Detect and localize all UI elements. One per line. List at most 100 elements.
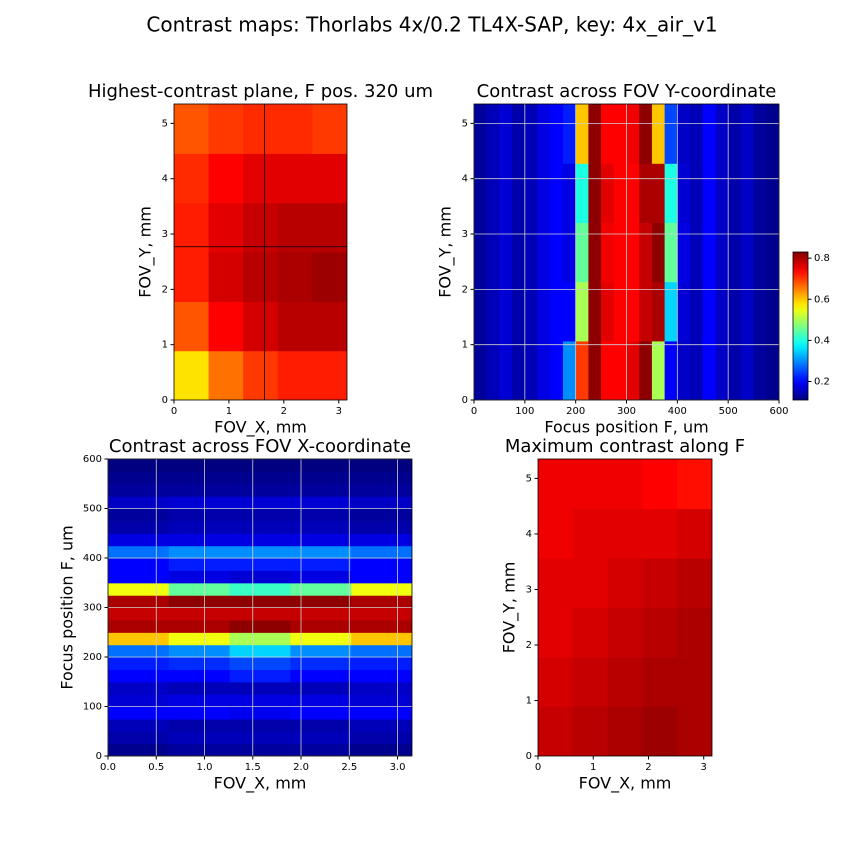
heatmap-cell <box>312 350 347 400</box>
heatmap-cell <box>575 340 589 400</box>
heatmap-cell <box>690 163 704 223</box>
heatmap-cell <box>639 222 653 283</box>
x-tick-label: 400 <box>668 406 687 417</box>
heatmap-cell <box>572 508 609 559</box>
y-tick-label: 400 <box>83 553 102 564</box>
heatmap-cell <box>168 632 231 646</box>
heatmap-cell <box>499 104 513 164</box>
heatmap-cell <box>601 163 615 223</box>
y-tick-label: 0 <box>462 395 468 406</box>
heatmap-cell <box>290 706 352 720</box>
heatmap-cell <box>626 163 640 223</box>
heatmap-cell <box>277 202 313 253</box>
heatmap-cell <box>550 222 564 283</box>
heatmap-cell <box>499 222 513 283</box>
heatmap-cell <box>572 656 609 708</box>
heatmap-cell <box>702 104 717 164</box>
heatmap-cell <box>651 281 666 342</box>
figure-title: Contrast maps: Thorlabs 4x/0.2 TL4X-SAP,… <box>146 13 717 37</box>
heatmap-cell <box>740 163 755 223</box>
heatmap-cell <box>474 163 488 223</box>
heatmap-cell <box>642 656 678 708</box>
heatmap-cell <box>290 718 352 732</box>
heatmap-cell <box>538 557 574 609</box>
heatmap-cell <box>474 340 488 400</box>
y-tick-label: 4 <box>162 174 168 185</box>
heatmap-cell <box>538 706 574 756</box>
heatmap-cell <box>690 104 704 164</box>
heatmap-cell <box>607 656 643 708</box>
heatmap-cell <box>538 607 574 658</box>
y-tick-label: 2 <box>526 640 532 651</box>
heatmap-cell <box>537 104 551 164</box>
x-tick-label: 0 <box>171 406 177 417</box>
heatmap-cell <box>728 222 742 283</box>
heatmap-cell <box>108 533 170 547</box>
heatmap-cell <box>690 222 704 283</box>
heatmap-cell <box>486 340 501 400</box>
heatmap-cell <box>351 743 412 756</box>
heatmap-cell <box>290 508 352 522</box>
heatmap-cell <box>229 607 291 621</box>
heatmap-cell <box>229 657 291 670</box>
heatmap-cell <box>351 545 412 559</box>
heatmap-cell <box>351 669 412 683</box>
heatmap-cell <box>168 459 231 472</box>
heatmap-cell <box>677 557 712 609</box>
heatmap-cell <box>639 104 653 164</box>
heatmap-cell <box>512 340 526 400</box>
y-tick-label: 0 <box>96 751 102 762</box>
heatmap-cell <box>351 471 412 485</box>
heatmap-cell <box>108 718 170 732</box>
heatmap-cell <box>538 459 574 510</box>
heatmap-cell <box>486 281 501 342</box>
x-tick-label: 3 <box>336 406 342 417</box>
heatmap-cell <box>642 508 678 559</box>
heatmap-cell <box>290 669 352 683</box>
heatmap-cell <box>607 459 643 510</box>
heatmap-cell <box>572 706 609 756</box>
heatmap-cell <box>168 545 231 559</box>
x-tick-label: 1.0 <box>197 762 213 773</box>
axes-frame <box>173 103 348 401</box>
heatmap-cell <box>715 340 729 400</box>
x-tick-label: 2.0 <box>293 762 309 773</box>
heatmap-cell <box>613 163 628 223</box>
heatmap-cell <box>588 281 602 342</box>
heatmap-cell <box>208 301 244 352</box>
heatmap-cell <box>562 222 577 283</box>
heatmap-cell <box>108 632 170 646</box>
y-tick-label: 5 <box>462 118 468 129</box>
y-axis-label: FOV_Y, mm <box>500 562 520 654</box>
heatmap-cell <box>243 202 279 253</box>
colorbar-tick-label: 0.2 <box>814 377 830 388</box>
heatmap-cell <box>168 657 231 670</box>
heatmap-cell <box>474 281 488 342</box>
heatmap-cell <box>486 163 501 223</box>
heatmap-cell <box>538 656 574 708</box>
heatmap-cell <box>168 743 231 756</box>
y-axis-label: FOV_Y, mm <box>136 206 156 298</box>
heatmap-cell <box>312 202 347 253</box>
heatmap-cell <box>572 607 609 658</box>
heatmap-cell <box>168 471 231 485</box>
heatmap-cells <box>174 104 347 400</box>
y-tick-label: 4 <box>462 174 468 185</box>
heatmap-cell <box>229 558 291 571</box>
heatmap-cell <box>601 104 615 164</box>
heatmap-cell <box>290 496 352 510</box>
x-tick-label: 0 <box>471 406 477 417</box>
heatmap-cell <box>626 104 640 164</box>
heatmap-cell <box>351 731 412 745</box>
heatmap-cell <box>664 340 678 400</box>
heatmap-cell <box>537 163 551 223</box>
heatmap-cell <box>562 281 577 342</box>
heatmap-cell <box>715 104 729 164</box>
heatmap-cell <box>766 222 779 283</box>
heatmap-cell <box>639 163 653 223</box>
heatmap-cell <box>108 607 170 621</box>
heatmap-cell <box>243 153 279 204</box>
heatmap-cell <box>728 104 742 164</box>
heatmap-cell <box>512 104 526 164</box>
heatmap-cell <box>626 340 640 400</box>
